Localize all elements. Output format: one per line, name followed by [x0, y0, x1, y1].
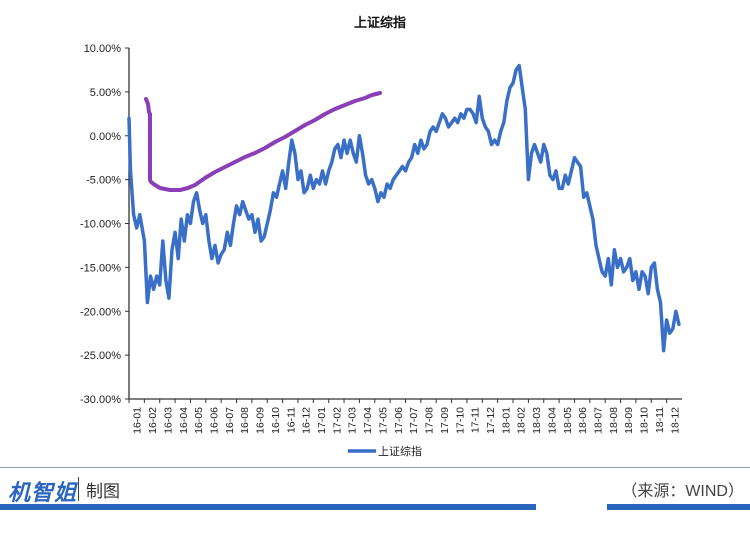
x-tick-label: 16-04 — [178, 407, 190, 434]
y-tick-label: 5.00% — [90, 87, 121, 99]
y-tick-label: -10.00% — [80, 219, 121, 231]
x-tick-label: 17-01 — [316, 407, 328, 434]
source-label: （来源：WIND） — [621, 483, 744, 500]
y-axis: 10.00% 5.00% 0.00% -5.00% -10.00% -15.00% -20.… — [80, 43, 130, 406]
x-tick-label: 17-02 — [331, 407, 343, 434]
x-tick-label: 17-08 — [424, 407, 436, 434]
x-tick-label: 18-04 — [546, 407, 558, 434]
brand-separator — [78, 477, 79, 501]
x-tick-label: 16-05 — [193, 407, 205, 434]
x-axis: 16-01 16-02 16-03 16-04 16-05 16-06 16-07 16-08… — [128, 398, 682, 434]
footer-bar-right — [607, 504, 750, 510]
footer-bar-left — [0, 504, 536, 510]
y-tick-label: -30.00% — [80, 394, 121, 406]
y-tick-label: 0.00% — [90, 131, 121, 143]
x-tick-label: 16-01 — [132, 407, 144, 434]
x-tick-label: 18-02 — [516, 407, 528, 434]
x-tick-label: 16-09 — [255, 407, 267, 434]
chart-title: 上证综指 — [354, 15, 406, 30]
legend-label: 上证综指 — [378, 444, 422, 458]
x-tick-label: 18-03 — [531, 407, 543, 434]
series-line — [127, 63, 681, 353]
series-layer — [127, 63, 681, 353]
x-tick-label: 18-01 — [500, 407, 512, 434]
x-tick-label: 16-07 — [224, 407, 236, 434]
y-tick-label: -20.00% — [80, 306, 121, 318]
x-tick-label: 18-07 — [593, 407, 605, 434]
annotation-line — [144, 91, 382, 192]
x-tick-label: 18-11 — [654, 407, 666, 433]
x-tick-label: 18-10 — [639, 407, 651, 434]
x-tick-label: 17-03 — [347, 407, 359, 434]
x-tick-label: 18-08 — [608, 407, 620, 434]
x-tick-label: 16-06 — [208, 407, 220, 434]
x-tick-label: 17-06 — [393, 407, 405, 434]
x-tick-label: 18-05 — [562, 407, 574, 434]
annotation-purple-line — [144, 91, 382, 192]
x-tick-label: 17-07 — [408, 407, 420, 434]
x-tick-label: 16-08 — [239, 407, 251, 434]
y-tick-label: 10.00% — [84, 43, 122, 55]
made-by-label: 制图 — [86, 482, 120, 501]
x-tick-label: 17-12 — [485, 407, 497, 434]
x-tick-label: 18-09 — [623, 407, 635, 434]
y-tick-label: -25.00% — [80, 350, 121, 362]
x-tick-label: 17-09 — [439, 407, 451, 434]
x-tick-label: 18-12 — [669, 407, 681, 434]
x-tick-label: 16-02 — [147, 407, 159, 434]
x-tick-label: 17-10 — [454, 407, 466, 434]
x-tick-label: 17-11 — [470, 407, 482, 433]
x-tick-label: 16-03 — [162, 407, 174, 434]
x-tick-label: 18-06 — [577, 407, 589, 434]
x-tick-label: 17-05 — [377, 407, 389, 434]
x-tick-label: 16-12 — [301, 407, 313, 434]
brand-logo: 机智姐 — [8, 480, 78, 505]
footer: 机智姐 制图 （来源：WIND） — [0, 467, 750, 540]
x-tick-label: 16-10 — [270, 407, 282, 434]
line-chart: 上证综指 10.00% 5.00% 0.00% -5.00% -10.00% -15.00… — [80, 15, 682, 458]
footer-divider — [0, 467, 750, 468]
x-tick-label: 16-11 — [285, 407, 297, 433]
y-tick-label: -15.00% — [80, 262, 121, 274]
legend: 上证综指 — [348, 444, 422, 458]
y-tick-label: -5.00% — [86, 175, 121, 187]
x-tick-label: 17-04 — [362, 407, 374, 434]
